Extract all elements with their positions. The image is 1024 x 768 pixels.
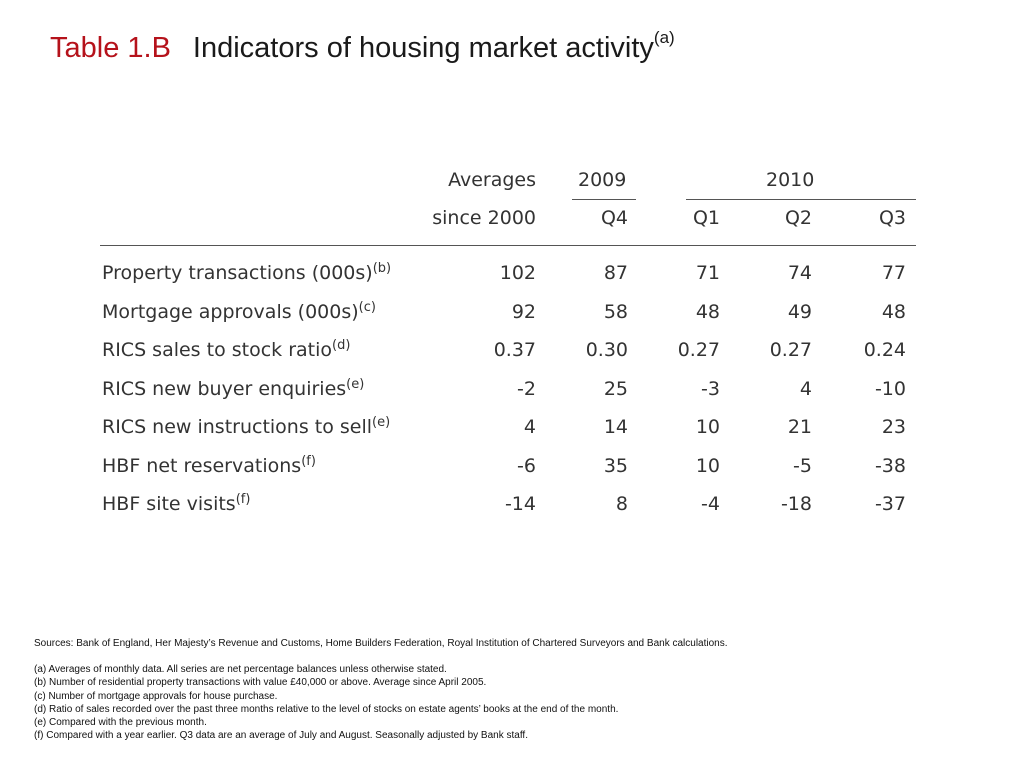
table-row: RICS new instructions to sell(e) 4 14 10 21 2… [100,408,916,447]
cell-q1-2010: -3 [701,377,720,400]
footnote-f: (f) Compared with a year earlier. Q3 dat… [34,730,528,742]
cell-q1-2010: -4 [701,493,720,515]
table-row: RICS sales to stock ratio(d) 0.37 0.30 0.27… [100,331,916,370]
header-averages: Averages [448,169,536,191]
cell-q1-2010: 10 [695,416,720,438]
cell-q4-2009: 35 [603,454,628,477]
title-footnote-marker: (a) [653,28,675,47]
table-row: Mortgage approvals (000s)(c) 92 58 48 49 48 [100,293,916,332]
footnote-b: (b) Number of residential property trans… [34,677,487,689]
cell-q1-2010: 0.27 [677,339,720,361]
cell-q2-2010: 4 [799,377,812,400]
cell-q3-2010: 77 [881,262,906,284]
row-footnote-marker: (f) [301,453,316,469]
cell-avg-since-2000: 102 [499,262,536,284]
cell-q4-2009: 25 [603,377,628,400]
table-row: HBF net reservations(f) -6 35 10 -5 -38 [100,447,916,486]
row-label: RICS new buyer enquiries(e) [102,378,364,400]
cell-q3-2010: -10 [874,377,906,400]
cell-q4-2009: 8 [615,493,628,515]
row-footnote-marker: (e) [372,415,391,430]
table-row: RICS new buyer enquiries(e) -2 25 -3 4 -10 [100,370,916,409]
footnote-e: (e) Compared with the previous month. [34,717,207,729]
table-number: Table 1.B [50,32,171,64]
cell-q3-2010: -37 [874,493,906,515]
header-q3: Q3 [878,207,906,229]
cell-q2-2010: 0.27 [769,339,812,361]
footnote-c: (c) Number of mortgage approvals for hou… [34,690,278,702]
cell-q2-2010: 74 [787,262,812,284]
header-q4: Q4 [600,207,628,229]
row-footnote-marker: (e) [346,376,365,392]
cell-q4-2009: 87 [603,262,628,284]
header-year-2009: 2009 [578,169,627,191]
row-label: RICS sales to stock ratio(d) [102,339,350,361]
row-label: HBF site visits(f) [102,493,250,515]
cell-q2-2010: -18 [780,493,812,515]
cell-avg-since-2000: -6 [517,454,536,477]
table-body: Property transactions (000s)(b) 102 87 71 74… [100,254,916,524]
cell-q1-2010: 10 [695,454,720,477]
cell-avg-since-2000: 4 [523,416,536,438]
row-label-text: HBF site visits [102,493,236,515]
cell-q4-2009: 0.30 [585,339,628,361]
cell-q4-2009: 14 [603,416,628,438]
cell-q3-2010: -38 [874,454,906,477]
table-title: Indicators of housing market activity [192,32,654,64]
row-label-text: Mortgage approvals (000s) [102,300,359,323]
year-2009-rule [572,199,636,200]
row-footnote-marker: (b) [372,261,392,276]
cell-q2-2010: -5 [793,454,812,477]
cell-avg-since-2000: -2 [517,377,536,400]
cell-avg-since-2000: -14 [504,493,536,515]
cell-q2-2010: 49 [787,300,812,323]
table-header: Averages since 2000 2009 2010 Q4 Q1 Q2 Q… [100,165,916,246]
header-q1: Q1 [692,207,720,229]
sources-line: Sources: Bank of England, Her Majesty’s … [34,638,728,649]
housing-indicators-table: Averages since 2000 2009 2010 Q4 Q1 Q2 Q… [100,165,916,524]
cell-avg-since-2000: 0.37 [493,339,536,361]
cell-q3-2010: 0.24 [863,339,906,361]
cell-q3-2010: 48 [881,300,906,323]
row-label-text: Property transactions (000s) [102,262,373,284]
row-label: Mortgage approvals (000s)(c) [102,301,376,323]
cell-q1-2010: 71 [695,262,720,284]
slide-title: Table 1.B Indicators of housing market ac… [50,28,675,65]
footnotes: Sources: Bank of England, Her Majesty’s … [34,637,728,742]
row-label-text: RICS new buyer enquiries [102,377,347,400]
table-row: HBF site visits(f) -14 8 -4 -18 -37 [100,485,916,524]
header-year-2010: 2010 [766,169,815,191]
cell-q1-2010: 48 [695,300,720,323]
footnote-d: (d) Ratio of sales recorded over the pas… [34,703,619,715]
row-footnote-marker: (f) [235,492,251,507]
row-footnote-marker: (d) [332,338,351,353]
row-label-text: RICS sales to stock ratio [102,339,333,361]
table-row: Property transactions (000s)(b) 102 87 71 74… [100,254,916,293]
cell-q3-2010: 23 [881,416,906,438]
row-label: Property transactions (000s)(b) [102,262,391,284]
cell-avg-since-2000: 92 [511,300,536,323]
row-label-text: RICS new instructions to sell [102,416,373,438]
header-q2: Q2 [784,207,812,229]
cell-q2-2010: 21 [787,416,812,438]
row-label-text: HBF net reservations [102,454,302,477]
footnote-a: (a) Averages of monthly data. All series… [34,664,447,676]
row-footnote-marker: (c) [358,299,376,315]
header-since-2000: since 2000 [432,207,536,229]
row-label: HBF net reservations(f) [102,455,316,477]
cell-q4-2009: 58 [603,300,628,323]
year-2010-rule [686,199,916,200]
row-label: RICS new instructions to sell(e) [102,416,390,438]
